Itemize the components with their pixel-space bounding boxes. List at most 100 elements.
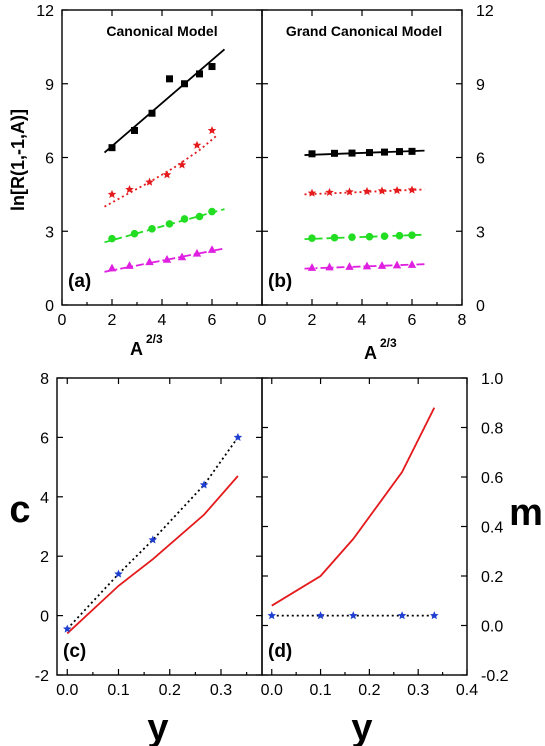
y-tick-label: -2 <box>35 668 49 685</box>
y-tick-label: 0 <box>476 298 485 315</box>
data-point <box>407 260 417 268</box>
bottom-right-x-axis-label: y <box>351 707 372 746</box>
data-point <box>165 220 174 228</box>
bottom-left-x-axis-label: y <box>147 707 168 746</box>
y-tick-label: 0.2 <box>481 569 503 586</box>
fit-line <box>304 149 425 156</box>
panel-label: (c) <box>63 641 86 662</box>
data-point <box>308 234 316 242</box>
y-tick-label: 2 <box>40 549 49 566</box>
data-point <box>330 233 339 242</box>
x-tick-label: 2 <box>308 312 317 329</box>
data-point <box>196 70 203 78</box>
y-tick-label: 9 <box>45 77 54 94</box>
x-tick-label: 2 <box>108 312 117 329</box>
data-point <box>381 148 388 156</box>
data-point <box>166 75 173 83</box>
fit-line <box>304 233 425 241</box>
m-axis-label: m <box>509 492 543 534</box>
data-point <box>107 263 117 272</box>
y-tick-label: 0.4 <box>481 520 503 537</box>
fit-line <box>104 247 225 273</box>
panel-label: (b) <box>268 271 292 292</box>
data-point <box>162 170 172 179</box>
series-line <box>66 436 239 630</box>
panel-title: Canonical Model <box>106 23 217 39</box>
fit-line <box>304 188 425 196</box>
data-point <box>207 125 217 135</box>
data-point <box>408 231 416 239</box>
data-point <box>145 177 154 186</box>
data-point <box>177 160 187 169</box>
y-tick-label: 12 <box>36 3 54 20</box>
x-tick-label: 0 <box>58 312 67 329</box>
data-point <box>148 109 156 117</box>
data-point <box>131 126 138 134</box>
data-point <box>192 248 202 257</box>
y-tick-label: 3 <box>45 224 54 241</box>
top-left-x-axis-exponent: 2/3 <box>146 332 163 346</box>
data-point <box>316 611 325 620</box>
data-point <box>365 232 374 241</box>
y-tick-label: 9 <box>476 77 485 94</box>
panel-label: (a) <box>68 271 91 292</box>
panel-c: 0.0 0.1 0.2 0.3 -2 0 2 4 6 8 (c) <box>35 371 263 699</box>
data-point <box>125 184 134 194</box>
panel-label: (d) <box>268 641 292 662</box>
data-point <box>114 569 123 578</box>
x-tick-label: 0.4 <box>456 682 478 699</box>
data-point <box>181 80 188 88</box>
data-point <box>108 144 116 152</box>
data-point <box>325 262 334 271</box>
y-tick-label: 8 <box>40 371 49 388</box>
y-tick-label: 0.0 <box>481 619 503 636</box>
y-tick-label: 3 <box>476 224 485 241</box>
x-tick-label: 0.1 <box>309 682 331 699</box>
data-point <box>148 224 156 233</box>
x-tick-label: 0.0 <box>56 682 78 699</box>
y-tick-label: 0 <box>40 609 49 626</box>
y-tick-label: 12 <box>476 3 494 20</box>
top-left-x-axis-label: A <box>130 339 143 359</box>
y-tick-label: 6 <box>40 430 49 447</box>
data-point <box>130 229 139 238</box>
data-point <box>397 611 407 620</box>
data-point <box>308 150 316 158</box>
data-point <box>125 261 134 269</box>
data-point <box>207 245 217 253</box>
data-point <box>307 263 317 271</box>
series-line <box>271 407 436 607</box>
data-point <box>380 232 389 240</box>
data-point <box>145 257 154 266</box>
data-point <box>267 611 277 620</box>
data-point <box>208 207 216 216</box>
x-tick-label: 4 <box>358 312 367 329</box>
top-right-x-axis-exponent: 2/3 <box>380 336 397 350</box>
x-tick-label: 0.3 <box>407 682 429 699</box>
panel-title: Grand Canonical Model <box>286 23 442 39</box>
data-point <box>325 187 334 197</box>
data-point <box>331 149 338 157</box>
data-point <box>430 611 439 620</box>
data-point <box>107 189 117 199</box>
data-point <box>208 63 216 71</box>
data-point <box>392 260 402 269</box>
y-tick-label: 6 <box>45 151 54 168</box>
data-point <box>195 212 204 221</box>
data-point <box>392 185 402 195</box>
y-tick-label: 6 <box>476 151 485 168</box>
data-point <box>362 261 372 270</box>
data-point <box>407 185 417 194</box>
fit-line <box>104 208 225 244</box>
data-point <box>396 148 403 156</box>
panel-a: 0 2 4 6 0 3 6 9 12 Canonical Model (a) <box>36 3 263 329</box>
data-point <box>362 186 372 196</box>
data-point <box>348 233 356 241</box>
data-point <box>348 149 356 157</box>
data-point <box>345 187 354 196</box>
data-point <box>377 186 387 195</box>
data-point <box>177 252 187 261</box>
x-tick-label: 0.0 <box>261 682 283 699</box>
